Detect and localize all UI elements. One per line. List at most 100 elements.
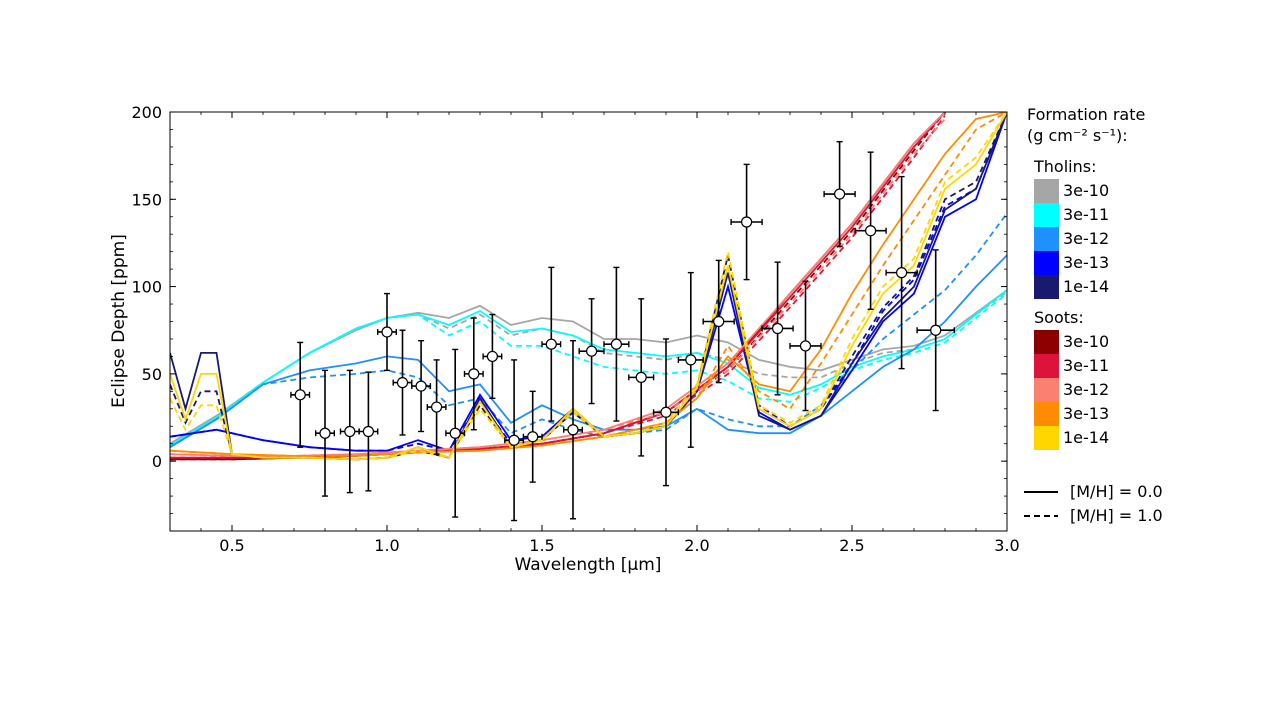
- legend-entry: 3e-13: [1034, 251, 1154, 275]
- observation-marker: [895, 267, 908, 279]
- series-soots-1e-14-solid: [170, 112, 1007, 461]
- legend-entry: 3e-13: [1034, 402, 1154, 426]
- legend-swatch: [1034, 251, 1059, 275]
- series-tholins-1e-14-dashed: [170, 112, 1007, 461]
- legend-line-dashed: [M/H] = 1.0: [1022, 506, 1182, 526]
- observation-marker: [449, 427, 461, 439]
- legend-swatch: [1034, 203, 1059, 227]
- observation-layer: [290, 140, 955, 522]
- series-tholins-3e-13-dashed: [170, 112, 1007, 452]
- legend-swatch: [1034, 378, 1059, 402]
- observation-marker: [508, 434, 520, 446]
- legend-entry-label: 3e-12: [1063, 229, 1110, 248]
- legend-entry-label: 3e-13: [1063, 404, 1110, 423]
- legend-group-heading: Soots:: [1034, 308, 1084, 327]
- legend-line-dashed-label: [M/H] = 1.0: [1070, 506, 1163, 525]
- legend-entry-label: 3e-13: [1063, 253, 1110, 272]
- observation-point: [677, 271, 704, 448]
- observation-marker: [799, 340, 812, 352]
- legend-entry: 3e-10: [1034, 330, 1154, 354]
- observation-marker: [294, 389, 306, 401]
- model-series-layer: [170, 112, 1007, 461]
- observation-point: [823, 140, 856, 248]
- y-tick-label: 200: [131, 103, 162, 122]
- legend-title: Formation rate (g cm⁻² s⁻¹):: [1027, 104, 1145, 146]
- legend-swatch: [1034, 179, 1059, 203]
- observation-point: [339, 369, 360, 494]
- observation-point: [628, 298, 655, 457]
- observation-marker: [344, 425, 356, 438]
- series-soots-3e-10-solid: [170, 112, 946, 461]
- observation-point: [578, 298, 605, 405]
- series-tholins-1e-14-solid: [170, 112, 1007, 461]
- observation-point: [563, 340, 583, 520]
- observation-point: [358, 371, 379, 492]
- observation-point: [603, 266, 630, 422]
- legend-line-solid-label: [M/H] = 0.0: [1070, 482, 1163, 501]
- observation-point: [541, 266, 562, 422]
- observation-marker: [545, 338, 557, 350]
- observation-marker: [771, 322, 784, 335]
- observation-marker: [486, 350, 498, 363]
- observation-marker: [864, 225, 877, 237]
- legend-entry-label: 3e-11: [1063, 205, 1110, 224]
- x-tick-label: 2.0: [684, 536, 709, 555]
- observation-point: [522, 390, 543, 483]
- legend-swatch: [1034, 330, 1059, 354]
- observation-point: [652, 338, 680, 487]
- observation-marker: [740, 216, 753, 228]
- observation-marker: [415, 380, 427, 392]
- observation-point: [463, 317, 484, 431]
- observation-point: [885, 175, 918, 370]
- observation-marker: [833, 188, 846, 200]
- legend-entry-label: 3e-10: [1063, 181, 1110, 200]
- observation-marker: [362, 425, 374, 438]
- legend-swatch: [1034, 426, 1059, 450]
- y-tick-label: 150: [131, 190, 162, 209]
- legend-entry-label: 1e-14: [1063, 428, 1110, 447]
- observation-point: [411, 340, 432, 433]
- observation-point: [761, 261, 794, 396]
- observation-point: [702, 259, 735, 384]
- x-tick-label: 3.0: [994, 536, 1019, 555]
- legend-entry: 3e-12: [1034, 227, 1154, 251]
- observation-marker: [567, 424, 579, 436]
- y-axis-ticks: 0 50 100 150 200: [131, 103, 1007, 532]
- observation-marker: [713, 315, 725, 328]
- observation-marker: [610, 338, 623, 350]
- observation-point: [482, 313, 503, 400]
- legend-title-line1: Formation rate: [1027, 105, 1146, 124]
- legend-group-heading: Tholins:: [1034, 157, 1097, 176]
- observation-point: [504, 359, 525, 522]
- observation-marker: [396, 377, 409, 389]
- legend-entry: 3e-10: [1034, 179, 1154, 203]
- observation-point: [730, 163, 763, 281]
- legend-title-line2: (g cm⁻² s⁻¹):: [1027, 126, 1128, 145]
- observation-marker: [381, 326, 393, 338]
- series-soots-3e-10-dashed: [170, 112, 946, 461]
- observation-point: [426, 359, 447, 455]
- legend-swatch: [1034, 354, 1059, 378]
- observation-point: [854, 151, 887, 310]
- observation-point: [290, 341, 311, 448]
- observation-marker: [319, 427, 331, 439]
- legend-line-solid: [M/H] = 0.0: [1022, 482, 1182, 502]
- x-tick-label: 1.5: [529, 536, 554, 555]
- legend-entry-label: 1e-14: [1063, 277, 1110, 296]
- legend-entry: 3e-11: [1034, 203, 1154, 227]
- y-tick-label: 0: [152, 452, 162, 471]
- series-soots-3e-13-dashed: [170, 112, 1007, 457]
- series-soots-1e-14-dashed: [170, 112, 1007, 461]
- observation-point: [916, 249, 955, 412]
- observation-point: [445, 348, 466, 518]
- observation-marker: [585, 345, 598, 357]
- x-axis-ticks: 0.5 1.0 1.5 2.0 2.5 3.0: [169, 112, 1020, 555]
- series-soots-3e-11-dashed: [170, 114, 946, 459]
- observation-point: [392, 329, 413, 436]
- x-tick-label: 2.5: [839, 536, 864, 555]
- series-soots-3e-13-solid: [170, 112, 1007, 457]
- legend-entry-label: 3e-10: [1063, 332, 1110, 351]
- observation-point: [377, 292, 397, 372]
- observation-marker: [930, 324, 942, 336]
